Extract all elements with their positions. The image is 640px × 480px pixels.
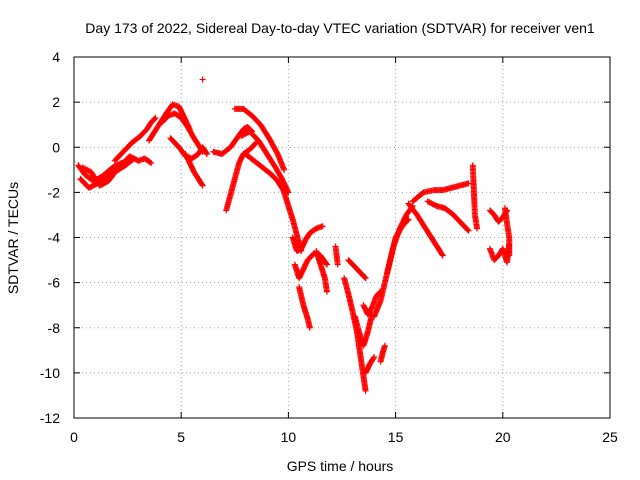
y-tick-label: 2 xyxy=(52,94,60,110)
data-point xyxy=(323,261,330,268)
data-point xyxy=(370,355,377,362)
chart-title: Day 173 of 2022, Sidereal Day-to-day VTE… xyxy=(85,20,595,36)
data-point xyxy=(464,226,471,233)
series-trace-31 xyxy=(405,200,446,259)
axis-tick-labels: 0 5 10 15 20 25 -12 -10 -8 -6 -4 -2 0 2 4 xyxy=(40,49,618,445)
x-tick-label: 5 xyxy=(177,429,185,445)
data-points xyxy=(75,76,513,394)
data-point xyxy=(281,166,288,173)
y-tick-label: 4 xyxy=(52,49,60,65)
data-point xyxy=(151,115,158,122)
data-point xyxy=(147,159,154,166)
axis-ticks xyxy=(73,56,611,419)
y-tick-label: -4 xyxy=(48,230,61,246)
series-trace-10 xyxy=(199,76,206,83)
series-trace-04 xyxy=(111,114,159,164)
series-trace-05 xyxy=(109,153,155,173)
data-point xyxy=(199,76,206,83)
data-point xyxy=(148,160,155,167)
y-tick-label: -12 xyxy=(40,410,60,426)
x-tick-label: 0 xyxy=(70,429,78,445)
series-trace-19 xyxy=(296,284,313,331)
series-trace-30 xyxy=(409,180,472,205)
data-point xyxy=(198,181,205,188)
series-trace-32 xyxy=(424,198,472,234)
data-point xyxy=(152,114,159,121)
series-trace-21 xyxy=(332,243,341,268)
data-point xyxy=(334,261,341,268)
data-point xyxy=(323,260,330,267)
y-tick-label: -2 xyxy=(48,184,61,200)
series-trace-22 xyxy=(345,257,369,282)
data-point xyxy=(381,342,388,349)
series-trace-36 xyxy=(501,205,513,259)
series-trace-15 xyxy=(242,151,285,191)
x-tick-label: 15 xyxy=(388,429,404,445)
data-point xyxy=(252,140,259,147)
y-tick-label: 0 xyxy=(52,139,60,155)
y-axis-label: SDTVAR / TECUs xyxy=(5,182,21,294)
data-point xyxy=(474,225,481,232)
data-point xyxy=(199,182,206,189)
x-axis-label: GPS time / hours xyxy=(287,458,394,474)
series-trace-20 xyxy=(313,248,330,295)
data-point xyxy=(323,288,330,295)
data-point xyxy=(371,354,378,361)
x-tick-label: 20 xyxy=(495,429,511,445)
data-point xyxy=(465,180,472,187)
series-trace-17 xyxy=(289,223,326,255)
series-trace-26 xyxy=(362,354,378,376)
data-point xyxy=(362,387,369,394)
data-point xyxy=(203,149,210,156)
y-tick-label: -10 xyxy=(40,365,60,381)
series-trace-13 xyxy=(231,105,288,173)
x-tick-label: 10 xyxy=(281,429,297,445)
y-tick-label: -6 xyxy=(48,275,61,291)
series-trace-14 xyxy=(238,128,292,196)
data-point xyxy=(439,251,446,258)
data-point xyxy=(362,275,369,282)
data-point xyxy=(405,216,412,223)
data-point xyxy=(404,217,411,224)
series-trace-27 xyxy=(377,342,388,365)
data-point xyxy=(439,252,446,259)
series-trace-29 xyxy=(384,216,412,277)
data-point xyxy=(506,252,513,259)
x-tick-label: 25 xyxy=(602,429,618,445)
series-trace-33 xyxy=(469,162,481,232)
y-tick-label: -8 xyxy=(48,320,61,336)
series-trace-09 xyxy=(182,151,206,189)
data-point xyxy=(465,227,472,234)
grid-lines xyxy=(74,57,610,418)
data-point xyxy=(203,151,210,158)
series-trace-12 xyxy=(223,139,260,214)
data-point xyxy=(361,274,368,281)
data-point xyxy=(306,324,313,331)
data-point xyxy=(319,223,326,230)
